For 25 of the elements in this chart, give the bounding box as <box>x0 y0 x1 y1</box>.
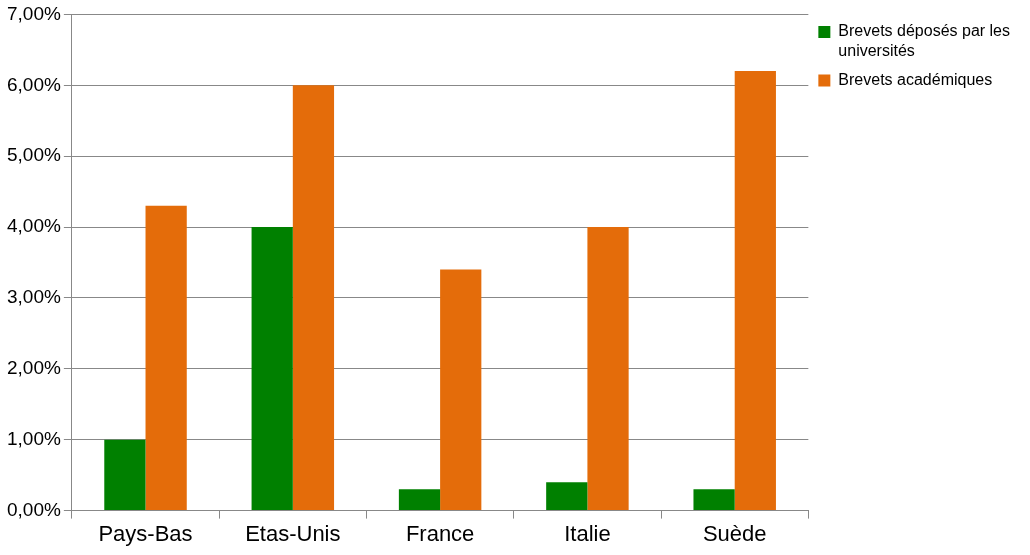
y-tick-label: 5,00% <box>7 144 61 166</box>
bar <box>546 482 588 511</box>
x-tick-label: Italie <box>564 520 611 546</box>
bar <box>251 227 293 511</box>
legend-label: Brevets déposés par les universités <box>838 22 1011 59</box>
x-tick-label: France <box>405 520 475 546</box>
y-tick-label: 7,00% <box>7 2 61 24</box>
bar <box>693 489 735 511</box>
bar <box>292 85 335 511</box>
bar <box>734 71 776 511</box>
bar <box>587 227 629 511</box>
y-tick-label: 2,00% <box>7 357 61 379</box>
x-tick-label: Pays-Bas <box>98 520 193 546</box>
y-tick-label: 3,00% <box>7 286 61 308</box>
x-tick-label: Suède <box>702 520 767 546</box>
y-tick-label: 6,00% <box>7 73 61 95</box>
bar <box>104 439 146 511</box>
x-tick-label: Etas-Unis <box>245 520 341 546</box>
bar <box>145 205 187 511</box>
legend-label: Brevets académiques <box>838 70 993 88</box>
bar <box>440 269 482 511</box>
bar <box>398 489 441 511</box>
y-tick-label: 1,00% <box>7 427 61 449</box>
y-tick-label: 0,00% <box>7 498 61 520</box>
y-tick-label: 4,00% <box>7 215 61 237</box>
